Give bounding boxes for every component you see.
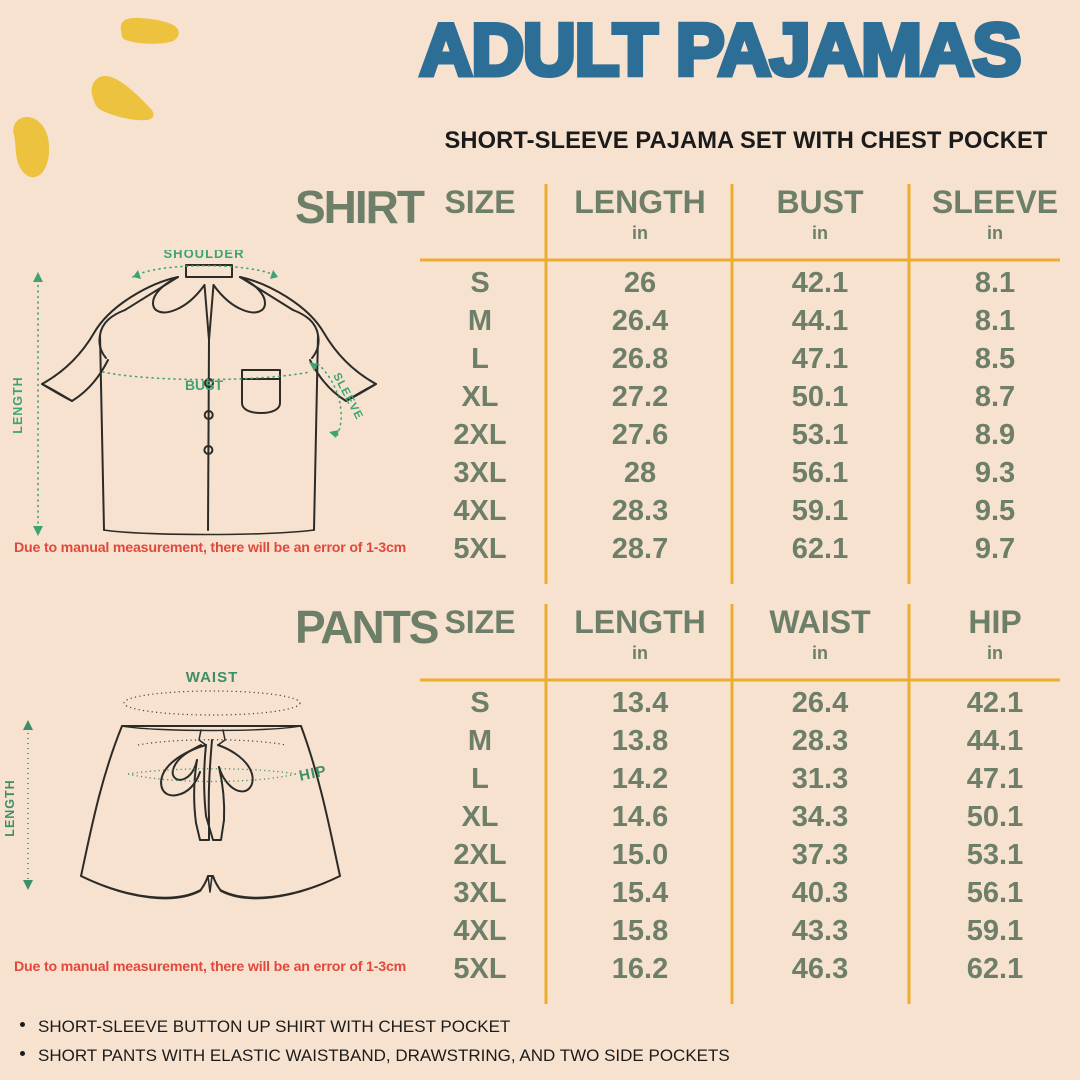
svg-text:LENGTH: LENGTH bbox=[3, 779, 17, 836]
svg-text:HIP: HIP bbox=[298, 762, 329, 784]
svg-text:WAIST: WAIST bbox=[186, 670, 239, 686]
